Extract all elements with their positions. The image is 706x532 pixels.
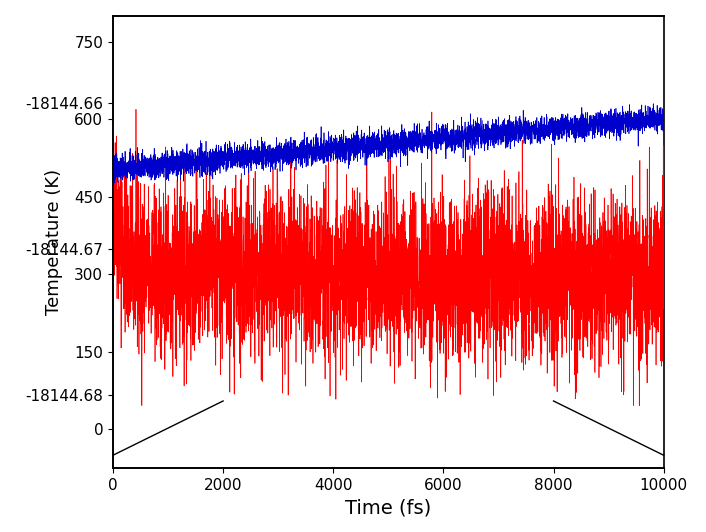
X-axis label: Time (fs): Time (fs): [345, 498, 431, 518]
Y-axis label: Temperature (K): Temperature (K): [45, 169, 63, 315]
